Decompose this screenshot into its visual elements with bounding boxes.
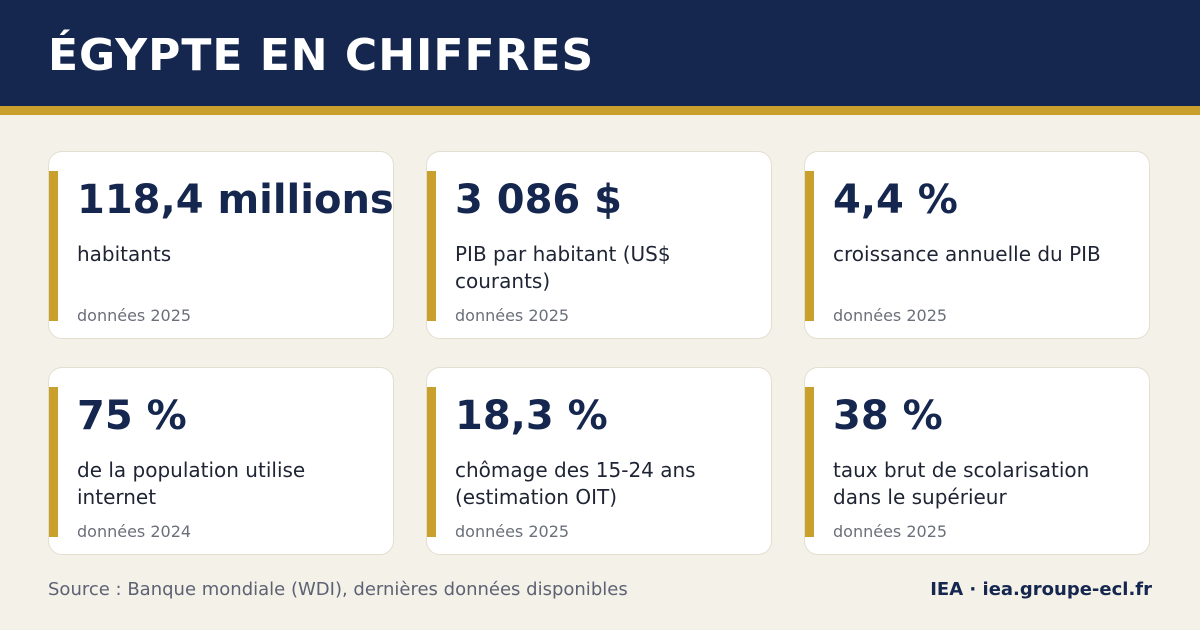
stat-card-internet: 75 % de la population utilise internet d… [48, 367, 394, 555]
stat-date: données 2025 [77, 306, 192, 325]
stat-card-population: 118,4 millions habitants données 2025 [48, 151, 394, 339]
card-accent-bar [805, 171, 814, 321]
card-accent-bar [427, 171, 436, 321]
stat-card-gdp-growth: 4,4 % croissance annuelle du PIB données… [804, 151, 1150, 339]
stat-date: données 2025 [833, 306, 948, 325]
stat-description: croissance annuelle du PIB [833, 242, 1101, 266]
brand-credit: IEA · iea.groupe-ecl.fr [930, 579, 1152, 600]
stat-card-gdp-per-capita: 3 086 $ PIB par habitant (US$ courants) … [426, 151, 772, 339]
stat-value: 38 % [833, 393, 943, 439]
header-banner: ÉGYPTE EN CHIFFRES [0, 0, 1200, 106]
card-accent-bar [49, 171, 58, 321]
stat-card-tertiary-enrollment: 38 % taux brut de scolarisation dans le … [804, 367, 1150, 555]
stat-card-youth-unemployment: 18,3 % chômage des 15-24 ans (estimation… [426, 367, 772, 555]
card-accent-bar [427, 387, 436, 537]
stat-description: chômage des 15-24 ans (estimation OIT) [455, 458, 696, 509]
stat-date: données 2024 [77, 522, 192, 541]
source-note: Source : Banque mondiale (WDI), dernière… [48, 579, 628, 600]
stat-date: données 2025 [455, 522, 570, 541]
stat-date: données 2025 [455, 306, 570, 325]
gold-divider [0, 106, 1200, 115]
stat-value: 75 % [77, 393, 187, 439]
stat-date: données 2025 [833, 522, 948, 541]
card-accent-bar [805, 387, 814, 537]
stat-description: PIB par habitant (US$ courants) [455, 242, 671, 293]
stat-value: 4,4 % [833, 177, 958, 223]
stat-description: habitants [77, 242, 172, 266]
stat-description: de la population utilise internet [77, 458, 306, 509]
card-accent-bar [49, 387, 58, 537]
page-title: ÉGYPTE EN CHIFFRES [48, 30, 595, 81]
stat-value: 18,3 % [455, 393, 608, 439]
stat-value: 118,4 millions [77, 177, 394, 223]
stat-value: 3 086 $ [455, 177, 623, 223]
stat-description: taux brut de scolarisation dans le supér… [833, 458, 1090, 509]
